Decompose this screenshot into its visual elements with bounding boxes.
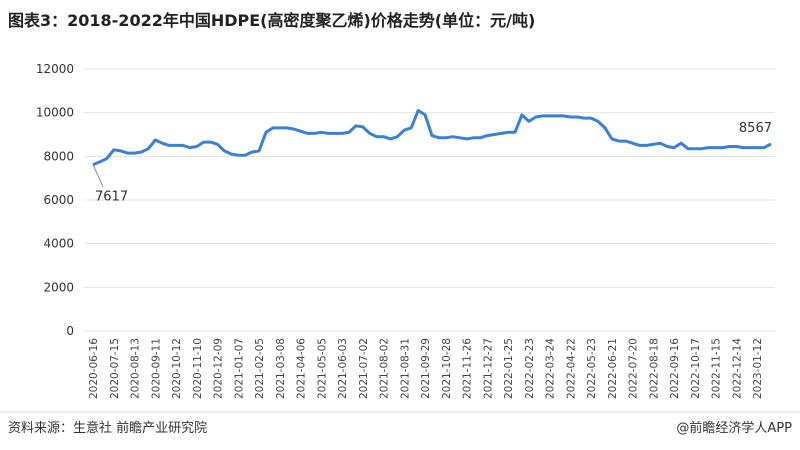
x-tick-label: 2022-11-15 bbox=[711, 338, 723, 399]
annotation: 7617 bbox=[95, 190, 128, 205]
y-tick-label: 10000 bbox=[36, 106, 74, 120]
chart-title: 图表3：2018-2022年中国HDPE(高密度聚乙烯)价格走势(单位：元/吨) bbox=[8, 11, 535, 30]
x-tick-label: 2021-01-07 bbox=[233, 338, 245, 399]
x-tick-label: 2022-02-23 bbox=[524, 338, 536, 399]
annotation: 8567 bbox=[739, 121, 772, 136]
y-tick-label: 4000 bbox=[43, 237, 74, 251]
x-tick-label: 2020-11-10 bbox=[192, 338, 204, 399]
x-tick-label: 2020-06-16 bbox=[88, 338, 100, 399]
x-tick-label: 2021-06-03 bbox=[337, 338, 349, 399]
x-tick-label: 2022-07-20 bbox=[628, 338, 640, 399]
annotation-leader bbox=[92, 164, 104, 187]
y-tick-label: 8000 bbox=[43, 149, 74, 163]
x-tick-label: 2022-09-16 bbox=[669, 338, 681, 399]
x-tick-label: 2021-02-05 bbox=[254, 338, 266, 399]
credit: @前瞻经济学人APP bbox=[676, 420, 792, 436]
y-tick-label: 6000 bbox=[43, 193, 74, 207]
x-tick-label: 2020-12-09 bbox=[213, 338, 225, 399]
x-tick-label: 2022-04-22 bbox=[565, 338, 577, 399]
x-tick-label: 2020-08-13 bbox=[130, 338, 142, 399]
y-tick-label: 0 bbox=[66, 324, 74, 338]
x-tick-label: 2021-08-31 bbox=[399, 338, 411, 399]
x-tick-label: 2022-12-14 bbox=[731, 338, 743, 399]
line bbox=[92, 109, 772, 167]
y-tick-label: 2000 bbox=[43, 280, 74, 294]
source: 资料来源：生意社 前瞻产业研究院 bbox=[8, 420, 207, 436]
x-tick-label: 2021-08-02 bbox=[379, 338, 391, 399]
x-tick-label: 2021-09-29 bbox=[420, 338, 432, 399]
x-tick-label: 2021-12-27 bbox=[482, 338, 494, 399]
x-tick-label: 2020-10-12 bbox=[171, 338, 183, 399]
x-tick-label: 2022-08-18 bbox=[648, 338, 660, 399]
x-tick-label: 2021-11-26 bbox=[462, 338, 474, 399]
x-tick-label: 2021-07-02 bbox=[358, 338, 370, 399]
x-tick-label: 2022-03-24 bbox=[545, 338, 557, 399]
x-tick-label: 2023-01-12 bbox=[752, 338, 764, 399]
x-tick-label: 2022-05-23 bbox=[586, 338, 598, 399]
x-tick-label: 2021-10-28 bbox=[441, 338, 453, 399]
x-tick-label: 2022-10-17 bbox=[690, 338, 702, 399]
x-tick-label: 2021-03-08 bbox=[275, 338, 287, 399]
x-tick-label: 2022-06-21 bbox=[607, 338, 619, 399]
x-tick-label: 2020-07-15 bbox=[109, 338, 121, 399]
y-tick-label: 12000 bbox=[36, 62, 74, 76]
x-tick-label: 2021-05-05 bbox=[316, 338, 328, 399]
x-tick-label: 2022-01-25 bbox=[503, 338, 515, 399]
x-tick-label: 2021-04-06 bbox=[296, 338, 308, 399]
x-tick-label: 2020-09-11 bbox=[150, 338, 162, 399]
